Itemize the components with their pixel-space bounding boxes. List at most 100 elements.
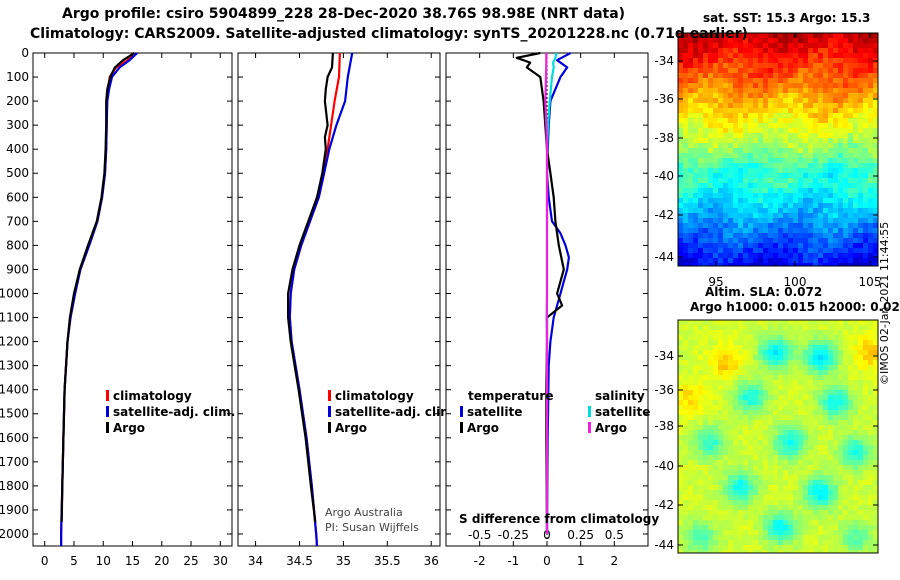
sla-map-cell bbox=[763, 345, 769, 351]
sla-map-cell bbox=[693, 435, 699, 441]
sla-map-cell bbox=[823, 525, 829, 531]
sst-map-cell bbox=[863, 163, 869, 169]
sla-map-cell bbox=[813, 350, 819, 356]
sst-map-cell bbox=[698, 188, 704, 194]
sla-map-cell bbox=[718, 400, 724, 406]
sst-map-cell bbox=[788, 38, 794, 44]
sla-map-cell bbox=[713, 535, 719, 541]
sla-map-cell bbox=[718, 455, 724, 461]
sst-map-cell bbox=[788, 43, 794, 49]
sla-map-cell bbox=[783, 345, 789, 351]
sst-map-cell bbox=[723, 113, 729, 119]
sla-map-cell bbox=[858, 400, 864, 406]
sla-map-cell bbox=[698, 545, 704, 551]
sst-map-cell bbox=[868, 68, 874, 74]
sla-map-cell bbox=[793, 435, 799, 441]
sla-map-cell bbox=[728, 370, 734, 376]
sla-map-cell bbox=[698, 460, 704, 466]
sla-map-cell bbox=[818, 330, 824, 336]
sla-map-image bbox=[678, 320, 878, 553]
sst-map-cell bbox=[788, 193, 794, 199]
sla-map-cell bbox=[788, 365, 794, 371]
sst-map-cell bbox=[788, 48, 794, 54]
sla-map-cell bbox=[798, 415, 804, 421]
sla-map-cell bbox=[798, 535, 804, 541]
sst-map-cell bbox=[808, 78, 814, 84]
sla-map-cell bbox=[748, 470, 754, 476]
sst-map-cell bbox=[823, 138, 829, 144]
sst-map-cell bbox=[823, 253, 829, 259]
sst-map-cell bbox=[738, 68, 744, 74]
sla-map-cell bbox=[758, 370, 764, 376]
sst-map-cell bbox=[713, 108, 719, 114]
sst-map-cell bbox=[803, 58, 809, 64]
sla-map-cell bbox=[868, 540, 874, 546]
sla-map-cell bbox=[678, 510, 684, 516]
sla-map-cell bbox=[758, 340, 764, 346]
sst-map-cell bbox=[843, 263, 849, 266]
sla-map-cell bbox=[798, 390, 804, 396]
sla-map-cell bbox=[693, 345, 699, 351]
sst-map-cell bbox=[683, 188, 689, 194]
sst-map-cell bbox=[758, 188, 764, 194]
sst-map-cell bbox=[868, 78, 874, 84]
sla-map-cell bbox=[858, 465, 864, 471]
sla-map-cell bbox=[868, 350, 874, 356]
sla-map-cell bbox=[843, 320, 849, 326]
sst-map-cell bbox=[768, 58, 774, 64]
sla-map-cell bbox=[698, 390, 704, 396]
sst-map-cell bbox=[743, 188, 749, 194]
sst-map-cell bbox=[768, 78, 774, 84]
sla-map-cell bbox=[808, 355, 814, 361]
sst-map-cell bbox=[718, 68, 724, 74]
sla-map-cell bbox=[818, 335, 824, 341]
sla-map-cell bbox=[868, 320, 874, 326]
sst-map-cell bbox=[733, 173, 739, 179]
sst-map-cell bbox=[738, 38, 744, 44]
sla-map-cell bbox=[808, 410, 814, 416]
sst-map-cell bbox=[868, 193, 874, 199]
sla-map-cell bbox=[828, 510, 834, 516]
sla-map-cell bbox=[763, 520, 769, 526]
sst-map-cell bbox=[778, 178, 784, 184]
sst-map-cell bbox=[768, 63, 774, 69]
sla-map-cell bbox=[873, 490, 878, 496]
sla-map-cell bbox=[748, 475, 754, 481]
sst-map-cell bbox=[813, 78, 819, 84]
sst-map-cell bbox=[863, 158, 869, 164]
sla-map-cell bbox=[838, 355, 844, 361]
sst-map-cell bbox=[808, 108, 814, 114]
sla-map-cell bbox=[738, 440, 744, 446]
sla-map-cell bbox=[868, 330, 874, 336]
sla-map-cell bbox=[763, 505, 769, 511]
sst-map-cell bbox=[868, 153, 874, 159]
sla-map-cell bbox=[788, 355, 794, 361]
sst-map-cell bbox=[838, 248, 844, 254]
depth-tick-label: 1400 bbox=[0, 383, 29, 397]
sst-map-cell bbox=[788, 53, 794, 59]
sst-map-cell bbox=[678, 218, 684, 224]
sla-map-cell bbox=[718, 475, 724, 481]
sst-map-cell bbox=[693, 258, 699, 264]
sst-map-cell bbox=[718, 58, 724, 64]
sst-map-cell bbox=[713, 228, 719, 234]
sla-map-cell bbox=[823, 375, 829, 381]
sla-map-cell bbox=[813, 480, 819, 486]
sst-map-cell bbox=[853, 203, 859, 209]
sst-map-cell bbox=[713, 188, 719, 194]
sla-map-cell bbox=[788, 525, 794, 531]
sst-map-cell bbox=[773, 218, 779, 224]
sst-map-cell bbox=[738, 153, 744, 159]
sla-map-cell bbox=[768, 550, 774, 553]
sla-map-cell bbox=[818, 390, 824, 396]
sst-map-cell bbox=[858, 243, 864, 249]
sst-map-cell bbox=[688, 258, 694, 264]
sst-map-cell bbox=[743, 178, 749, 184]
sst-map-cell bbox=[833, 203, 839, 209]
sla-map-cell bbox=[718, 335, 724, 341]
sla-map-cell bbox=[763, 385, 769, 391]
sst-map-cell bbox=[848, 93, 854, 99]
sst-map-cell bbox=[718, 193, 724, 199]
sst-map-cell bbox=[818, 163, 824, 169]
sla-map-cell bbox=[708, 450, 714, 456]
